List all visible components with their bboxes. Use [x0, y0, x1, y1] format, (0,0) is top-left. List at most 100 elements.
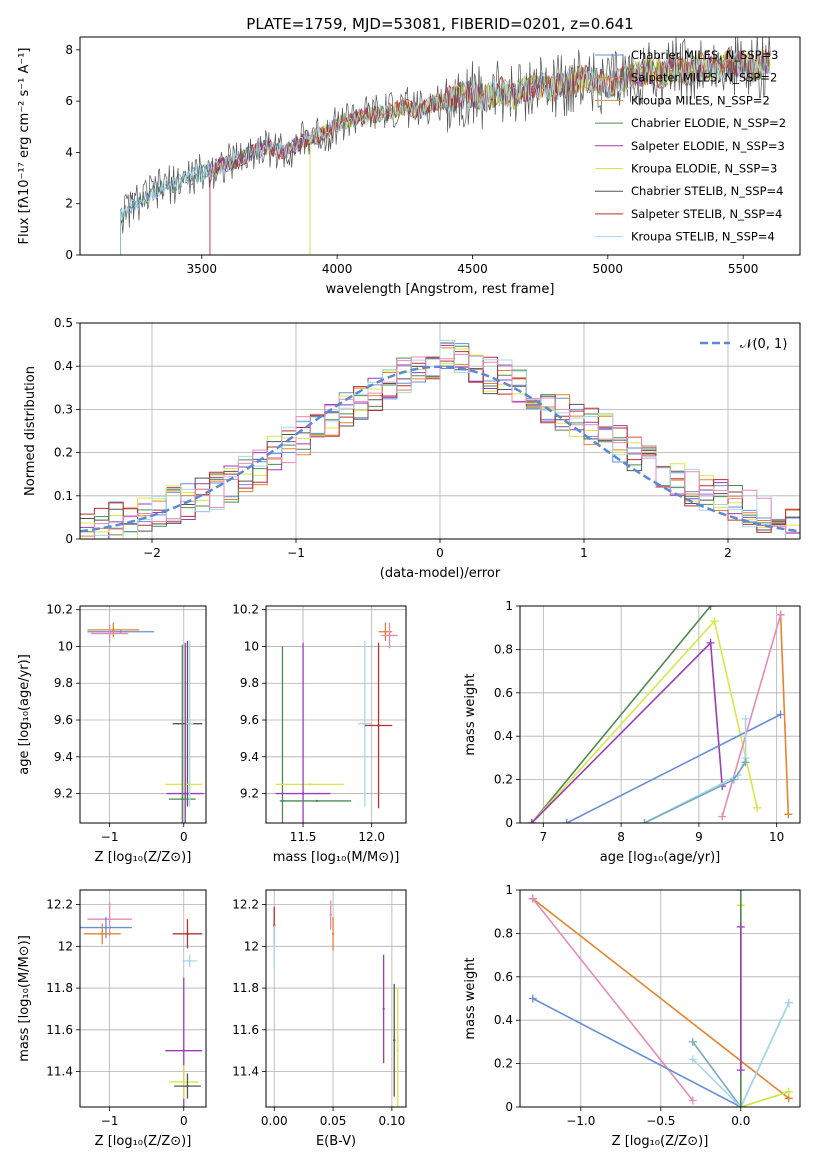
x-tick-label: 5000	[593, 262, 624, 276]
y-tick-label: 9.2	[240, 787, 259, 801]
x-axis-label: mass [log₁₀(M/M⊙)]	[273, 850, 400, 865]
chart-age-vs-Z: −1 0 9.2 9.4 9.6 9.8 10 10.2 Z [log₁₀(Z/Z⊙)] age …	[17, 603, 207, 865]
y-tick-label: 12	[58, 939, 73, 953]
x-tick-label: 0.05	[320, 1114, 347, 1128]
y-tick-label: 8	[65, 43, 73, 57]
x-tick-label: 1	[580, 546, 588, 560]
data-point	[396, 1049, 399, 1052]
y-axis-label: age [log₁₀(age/yr)]	[17, 654, 32, 775]
y-tick-label: 12.2	[46, 898, 73, 912]
y-tick-label: 9.2	[54, 787, 73, 801]
data-point	[384, 630, 387, 633]
weight-line	[531, 619, 758, 823]
figure-title: PLATE=1759, MJD=53081, FIBERID=0201, z=0…	[246, 15, 633, 33]
x-tick-label: −1	[101, 1114, 119, 1128]
x-tick-label: 0	[436, 546, 444, 560]
plot-frame	[265, 889, 407, 1108]
x-tick-label: 0	[180, 830, 188, 844]
weight-marker	[688, 1037, 697, 1046]
y-tick-label: 2	[65, 197, 73, 211]
weight-line	[644, 761, 747, 823]
data-point	[377, 724, 380, 727]
data-point	[182, 783, 185, 786]
y-tick-label: 10.2	[46, 603, 73, 617]
legend-label: Chabrier STELIB, N_SSP=4	[631, 184, 783, 198]
legend-label: Kroupa ELODIE, N_SSP=3	[631, 162, 777, 176]
plot-frame	[519, 605, 801, 824]
legend-label: Kroupa MILES, N_SSP=2	[631, 93, 770, 107]
data-point	[182, 1049, 185, 1052]
data-point	[186, 1084, 189, 1088]
weight-marker	[562, 819, 571, 823]
x-tick-label: −1	[287, 546, 305, 560]
data-point	[273, 945, 276, 948]
x-tick-label: 4000	[322, 262, 353, 276]
chart-mass-weight-vs-age: 7 8 9 10 0 0.2 0.4 0.6 0.8 1 age [log₁₀(age/yr)] ma…	[463, 599, 801, 865]
weight-marker	[736, 922, 745, 931]
x-tick-label: 5500	[728, 262, 759, 276]
legend-label: Salpeter STELIB, N_SSP=4	[631, 207, 782, 221]
weight-line	[532, 997, 742, 1107]
x-axis-label: age [log₁₀(age/yr)]	[600, 850, 721, 865]
weight-marker	[528, 894, 537, 903]
weight-marker	[784, 1087, 793, 1096]
x-tick-label: 10	[769, 830, 784, 844]
weight-marker	[736, 1066, 745, 1075]
plot-frame	[519, 889, 801, 1108]
weight-line	[532, 898, 694, 1101]
legend-label: Chabrier MILES, N_SSP=3	[631, 48, 778, 62]
plot-frame	[265, 605, 407, 824]
x-tick-label: 8	[617, 830, 625, 844]
y-tick-label: 0.5	[54, 316, 73, 330]
weight-marker	[710, 617, 719, 626]
y-tick-label: 12.2	[232, 898, 259, 912]
weight-marker	[736, 890, 745, 894]
weight-marker	[776, 610, 785, 619]
x-axis-label: (data-model)/error	[380, 566, 501, 581]
x-tick-label: −1	[101, 830, 119, 844]
data-point	[104, 926, 108, 929]
y-tick-label: 11.4	[46, 1065, 73, 1079]
y-tick-label: 9.8	[54, 676, 73, 690]
plot-frame	[79, 889, 207, 1108]
x-axis-label: Z [log₁₀(Z/Z⊙)]	[612, 1134, 709, 1149]
weight-line	[531, 606, 712, 823]
y-tick-label: 4	[65, 145, 73, 159]
x-axis-label: wavelength [Angstrom, rest frame]	[326, 282, 555, 297]
data-point	[188, 959, 191, 963]
y-tick-label: 11.8	[232, 981, 259, 995]
x-tick-label: −1.0	[566, 1114, 595, 1128]
chart-mass-weight-vs-Z: −1.0 −0.5 0.0 0 0.2 0.4 0.6 0.8 1 Z [log₁₀(Z/Z⊙)]…	[463, 883, 801, 1149]
y-axis-label: Normed distribution	[23, 366, 38, 496]
y-tick-label: 0.6	[494, 686, 513, 700]
legend-label: Kroupa STELIB, N_SSP=4	[631, 230, 775, 244]
x-tick-label: −2	[143, 546, 161, 560]
y-tick-label: 9.4	[54, 750, 73, 764]
y-tick-label: 10	[58, 639, 73, 653]
data-point	[108, 632, 111, 635]
weight-line	[532, 898, 790, 1099]
weight-marker	[784, 810, 793, 819]
x-tick-label: 7	[540, 830, 548, 844]
y-tick-label: 0.4	[494, 1013, 513, 1027]
weight-marker	[776, 710, 785, 719]
x-tick-label: 0	[180, 1114, 188, 1128]
legend-label: Salpeter MILES, N_SSP=2	[631, 71, 777, 85]
weight-line	[779, 614, 790, 815]
y-axis-label: mass weight	[463, 673, 478, 755]
y-tick-label: 0.2	[54, 446, 73, 460]
y-tick-label: 0	[65, 248, 73, 262]
weight-marker	[741, 714, 750, 723]
y-tick-label: 0.8	[494, 642, 513, 656]
weight-marker	[688, 1055, 697, 1064]
chart-residuals: −2 −1 0 1 2 0 0.1 0.2 0.3 0.4 0.5 (data-model)/erro…	[23, 316, 801, 581]
weight-marker	[640, 819, 649, 823]
y-tick-label: 11.6	[46, 1023, 73, 1037]
data-point	[388, 634, 391, 637]
weight-line	[644, 718, 747, 823]
data-point	[108, 918, 111, 921]
data-point	[186, 932, 189, 936]
y-tick-label: 0.8	[494, 926, 513, 940]
x-tick-label: 3500	[187, 262, 218, 276]
chart-mass-vs-Z: −1 0 11.4 11.6 11.8 12 12.2 Z [log₁₀(Z/Z⊙)] mass…	[17, 889, 207, 1149]
